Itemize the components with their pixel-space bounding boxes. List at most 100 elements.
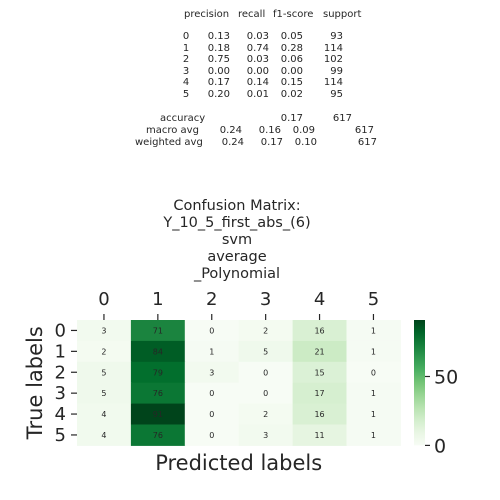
report-row-label: 1 bbox=[182, 42, 190, 54]
cell-value-label: 2 bbox=[263, 410, 268, 419]
report-cell: 0.17 bbox=[207, 77, 230, 89]
report-row-label: 3 bbox=[182, 65, 190, 77]
report-row-label: 2 bbox=[182, 54, 190, 66]
report-cell: 0.74 bbox=[246, 42, 269, 54]
y-tick-label: 4 bbox=[55, 404, 66, 425]
report-row-label: 0 bbox=[182, 31, 190, 42]
report-weighted-cell: 0.17 bbox=[260, 137, 283, 148]
cell-value-label: 1 bbox=[371, 431, 376, 440]
classification-report: precision recall f1-score support 0 0.13 0.03 0… bbox=[0, 0, 500, 170]
report-macro-cell: 617 bbox=[354, 125, 374, 136]
heatmap-cell bbox=[184, 320, 240, 342]
heatmap-cell bbox=[346, 424, 401, 446]
heatmap-cell bbox=[238, 403, 294, 425]
x-tick-label: 3 bbox=[260, 289, 271, 310]
report-cell: 102 bbox=[323, 54, 343, 66]
heatmap-cell bbox=[184, 340, 240, 363]
report-weighted-cell: 0.24 bbox=[221, 137, 244, 148]
cell-value-label: 0 bbox=[263, 389, 268, 398]
heatmap-cell bbox=[238, 382, 294, 405]
cell-value-label: 0 bbox=[209, 326, 214, 335]
report-header-support: support bbox=[323, 9, 362, 20]
colorbar-tick-label: 0 bbox=[434, 435, 446, 457]
cell-value-label: 1 bbox=[371, 389, 376, 398]
x-axis-label: Predicted labels bbox=[155, 451, 322, 475]
cell-value-label: 0 bbox=[209, 431, 214, 440]
cell-value-label: 17 bbox=[314, 389, 324, 398]
report-cell: 0.03 bbox=[246, 31, 269, 42]
heatmap-cell bbox=[77, 403, 132, 425]
chart-title-line: Y_10_5_first_abs_(6) bbox=[163, 215, 311, 231]
heatmap-cell bbox=[238, 340, 294, 363]
report-cell: 0.14 bbox=[246, 77, 269, 89]
report-header-recall: recall bbox=[238, 9, 266, 20]
cell-value-label: 79 bbox=[153, 368, 163, 377]
report-cell: 0.01 bbox=[246, 89, 269, 100]
heatmap-cell bbox=[346, 320, 401, 342]
heatmap-cell bbox=[130, 424, 186, 446]
cell-value-label: 16 bbox=[314, 410, 324, 419]
report-weighted-cell: 0.10 bbox=[294, 137, 317, 148]
cell-value-label: 1 bbox=[371, 326, 376, 335]
y-axis-label: True labels bbox=[23, 326, 47, 440]
heatmap-cell bbox=[346, 340, 401, 363]
cell-value-label: 84 bbox=[153, 347, 163, 356]
report-accuracy-support: 617 bbox=[332, 113, 352, 124]
heatmap-cell bbox=[130, 382, 186, 405]
report-header-f1-score: f1-score bbox=[273, 9, 314, 20]
cell-value-label: 3 bbox=[209, 368, 214, 377]
report-cell: 0.00 bbox=[246, 65, 269, 77]
cell-value-label: 0 bbox=[209, 410, 214, 419]
cell-value-label: 0 bbox=[209, 389, 214, 398]
heatmap-cell bbox=[238, 320, 294, 342]
report-weighted-cell: 617 bbox=[357, 137, 377, 148]
heatmap-cell bbox=[184, 424, 240, 446]
report-cell: 0.28 bbox=[280, 42, 303, 54]
heatmap-cell bbox=[130, 320, 186, 342]
cell-value-label: 4 bbox=[101, 410, 106, 419]
heatmap-cell bbox=[130, 403, 186, 425]
report-cell: 0.06 bbox=[280, 54, 303, 66]
report-cell: 0.15 bbox=[280, 77, 303, 89]
report-cell: 0.02 bbox=[280, 89, 303, 100]
cell-value-label: 76 bbox=[153, 389, 163, 398]
chart-title: Confusion Matrix: Y_10_5_first_abs_(6) svm… bbox=[137, 198, 337, 283]
report-cell: 0.00 bbox=[207, 65, 230, 77]
report-cell: 0.00 bbox=[280, 65, 303, 77]
colorbar-tick-label: 50 bbox=[434, 366, 458, 388]
report-cell: 0.03 bbox=[246, 54, 269, 66]
heatmap-cell bbox=[77, 382, 132, 405]
chart-title-line: average bbox=[207, 249, 267, 265]
heatmap-cell bbox=[184, 403, 240, 425]
heatmap-cell bbox=[77, 361, 132, 384]
heatmap-cell bbox=[292, 424, 347, 446]
cell-value-label: 1 bbox=[371, 410, 376, 419]
y-tick-label: 0 bbox=[55, 320, 66, 341]
heatmap-cell bbox=[77, 424, 132, 446]
cell-value-label: 2 bbox=[263, 326, 268, 335]
heatmap-cell bbox=[130, 361, 186, 384]
x-tick-label: 5 bbox=[368, 289, 379, 310]
cell-value-label: 0 bbox=[371, 368, 376, 377]
heatmap-cell bbox=[346, 382, 401, 405]
report-cell: 114 bbox=[323, 77, 343, 89]
heatmap-cell bbox=[184, 361, 240, 384]
chart-title-line: Confusion Matrix: bbox=[173, 198, 301, 214]
heatmap-cell bbox=[292, 361, 347, 384]
report-cell: 0.05 bbox=[280, 31, 303, 42]
cell-value-label: 71 bbox=[153, 326, 163, 335]
cell-value-label: 3 bbox=[263, 431, 268, 440]
report-cell: 93 bbox=[330, 31, 343, 42]
report-row-label: 5 bbox=[182, 89, 190, 100]
cell-value-label: 91 bbox=[153, 410, 163, 419]
cell-value-label: 3 bbox=[101, 326, 106, 335]
y-tick-label: 3 bbox=[55, 383, 66, 404]
cell-value-label: 1 bbox=[209, 347, 214, 356]
heatmap-cell bbox=[346, 403, 401, 425]
y-tick-label: 1 bbox=[55, 341, 66, 362]
heatmap-cell bbox=[292, 320, 347, 342]
report-weighted-label: weighted avg bbox=[135, 137, 203, 148]
x-tick-label: 1 bbox=[152, 289, 163, 310]
report-macro-cell: 0.16 bbox=[258, 125, 281, 136]
